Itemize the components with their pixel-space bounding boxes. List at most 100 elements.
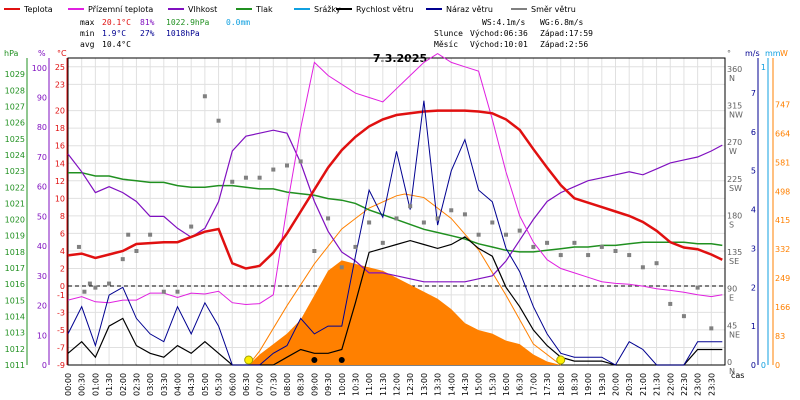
legend: Teplota Přízemní teplota Vlhkost Tlak Srážky… — [4, 5, 576, 14]
wind-direction-point — [668, 301, 673, 306]
tick-label-direction: 90 — [727, 285, 737, 294]
tick-label-temperature_c: 0 — [60, 282, 65, 291]
moon-rise: Východ:10:01 — [470, 40, 528, 49]
stat-max-rain: 0.0mm — [226, 18, 250, 27]
wind-direction-point — [202, 94, 207, 99]
tick-label-solar: 332 — [775, 245, 790, 254]
x-tick-label: 20:30 — [625, 373, 634, 396]
stat-min-hum: 27% — [140, 29, 155, 38]
tick-label-direction-name: S — [729, 220, 734, 229]
tick-label-pressure_hpa: 1019 — [5, 232, 25, 241]
x-tick-label: 22:00 — [666, 373, 675, 396]
axis-title-mm: mm — [765, 49, 781, 58]
tick-label-humidity_pct: 10 — [37, 331, 47, 340]
wind-direction-point — [681, 314, 686, 319]
tick-label-pressure_hpa: 1024 — [5, 151, 25, 160]
x-tick-label: 00:00 — [64, 373, 73, 396]
tick-label-direction-name: NW — [729, 110, 743, 119]
wind-direction-point — [339, 265, 344, 270]
x-tick-label: 12:30 — [406, 373, 415, 396]
tick-label-temperature_c: 8 — [60, 212, 65, 221]
x-tick-label: 22:30 — [680, 373, 689, 396]
tick-label-temperature_c: 18 — [55, 124, 65, 133]
x-tick-label: 15:00 — [475, 373, 484, 396]
wind-direction-point — [490, 220, 495, 225]
x-tick-label: 19:30 — [598, 373, 607, 396]
x-tick-label: 02:30 — [132, 373, 141, 396]
tick-label-solar: 166 — [775, 303, 790, 312]
wind-direction-point — [380, 240, 385, 245]
wind-direction-point — [216, 118, 221, 123]
tick-label-wind: 2 — [751, 283, 756, 292]
tick-label-temperature_c: -7 — [57, 343, 65, 352]
tick-label-pressure_hpa: 1011 — [5, 361, 25, 370]
legend-label-press: Tlak — [255, 5, 273, 14]
stat-max-press: 1022.9hPa — [166, 18, 210, 27]
wind-direction-point — [627, 253, 632, 258]
legend-label-dir: Směr větru — [531, 5, 576, 14]
x-tick-label: 10:00 — [338, 373, 347, 396]
axis-title-deg: ° — [727, 49, 731, 58]
x-tick-label: 23:00 — [694, 373, 703, 396]
tick-label-wind: 6 — [751, 128, 756, 137]
tick-label-direction: 135 — [727, 248, 742, 257]
x-tick-label: 14:00 — [447, 373, 456, 396]
wind-direction-point — [545, 240, 550, 245]
tick-label-solar: 664 — [775, 129, 790, 138]
x-tick-label: 13:30 — [434, 373, 443, 396]
legend-label-wind: Rychlost větru — [356, 5, 413, 14]
moon-marker — [338, 357, 345, 363]
tick-label-wind: 0 — [751, 361, 756, 370]
x-tick-label: 10:30 — [351, 373, 360, 396]
wind-direction-point — [285, 163, 289, 168]
x-tick-label: 05:30 — [215, 373, 224, 396]
wind-wg: WG:6.8m/s — [540, 18, 584, 27]
wind-direction-point — [298, 159, 303, 164]
tick-label-direction: 45 — [727, 321, 737, 330]
tick-label-humidity_pct: 100 — [32, 64, 47, 73]
tick-label-pressure_hpa: 1015 — [5, 296, 25, 305]
series-line-press — [68, 171, 723, 253]
wind-direction-point — [76, 244, 81, 249]
stat-min-label: min — [80, 29, 95, 38]
x-tick-label: 03:00 — [146, 373, 155, 396]
x-tick-label: 03:30 — [160, 373, 169, 396]
tick-label-pressure_hpa: 1014 — [5, 313, 25, 322]
wind-direction-point — [586, 253, 591, 258]
stat-max-temp: 20.1°C — [102, 18, 131, 27]
tick-label-temperature_c: -3 — [57, 308, 65, 317]
tick-label-direction-name: W — [729, 147, 737, 156]
tick-label-direction: 225 — [727, 175, 742, 184]
tick-label-temperature_c: 2 — [60, 265, 65, 274]
tick-label-wind: 1 — [751, 322, 756, 331]
wind-direction-point — [120, 257, 125, 262]
wind-direction-point — [517, 228, 522, 233]
tick-label-humidity_pct: 80 — [37, 123, 47, 132]
stat-max-label: max — [80, 18, 95, 27]
wind-direction-point — [599, 244, 604, 249]
tick-label-direction: 0 — [727, 358, 732, 367]
x-tick-label: 21:30 — [653, 373, 662, 396]
x-tick-label: 16:30 — [516, 373, 525, 396]
x-tick-label: 00:30 — [78, 373, 87, 396]
wind-direction-point — [476, 232, 481, 237]
tick-label-humidity_pct: 70 — [37, 153, 47, 162]
wind-direction-point — [640, 265, 645, 270]
tick-label-rain: 0 — [761, 361, 766, 370]
x-tick-label: 05:00 — [201, 373, 210, 396]
axis-title-ms: m/s — [745, 49, 760, 58]
tick-label-temperature_c: 12 — [55, 177, 65, 186]
legend-label-dew: Přízemní teplota — [88, 5, 153, 14]
tick-label-pressure_hpa: 1025 — [5, 135, 25, 144]
tick-label-pressure_hpa: 1023 — [5, 167, 25, 176]
stat-min-temp: 1.9°C — [102, 29, 126, 38]
series-line-hum — [67, 129, 723, 283]
plot-area — [67, 53, 723, 366]
wind-direction-point — [435, 216, 440, 221]
tick-label-pressure_hpa: 1020 — [5, 216, 25, 225]
tick-label-temperature_c: -1 — [57, 291, 65, 300]
x-tick-label: 07:30 — [269, 373, 278, 396]
x-tick-label: 08:00 — [283, 373, 292, 396]
tick-label-pressure_hpa: 1016 — [5, 280, 25, 289]
